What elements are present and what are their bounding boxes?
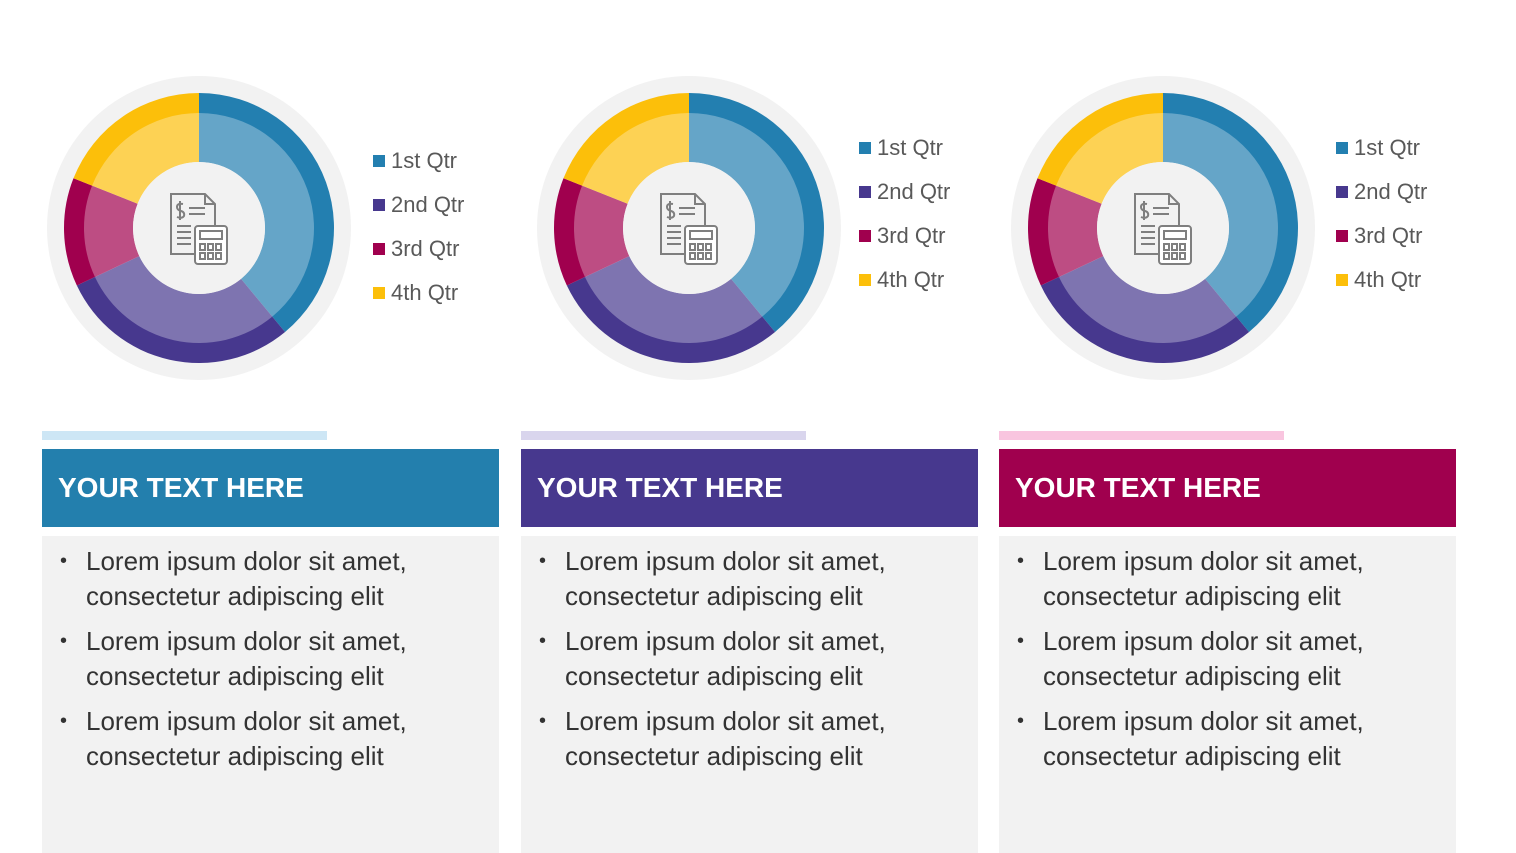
slice-inner [1048, 185, 1104, 277]
calculator-key [207, 243, 214, 251]
legend-swatch [1336, 186, 1348, 198]
bullet-item: Lorem ipsum dolor sit amet, consectetur … [539, 624, 935, 694]
panel-body: Lorem ipsum dolor sit amet, consectetur … [42, 536, 499, 853]
slice-inner [199, 113, 314, 317]
calculator-key [697, 252, 704, 260]
panel-heading: YOUR TEXT HERE [999, 449, 1456, 527]
dollar-sign [665, 201, 676, 220]
bullet-item: Lorem ipsum dolor sit amet, consectetur … [1017, 704, 1413, 774]
calculator-key [1171, 252, 1178, 260]
panel-body: Lorem ipsum dolor sit amet, consectetur … [999, 536, 1456, 853]
calculator-key [705, 252, 712, 260]
calculator-key [215, 243, 222, 251]
dollar-sign [175, 201, 186, 220]
legend-label: 1st Qtr [1354, 135, 1420, 160]
text-lines [667, 207, 695, 245]
legend-label: 2nd Qtr [1354, 179, 1427, 204]
panel-heading: YOUR TEXT HERE [521, 449, 978, 527]
slice-inner [84, 185, 140, 277]
calculator-key [215, 252, 222, 260]
legend-label: 1st Qtr [877, 135, 943, 160]
calculator-icon [170, 193, 228, 265]
legend-swatch [1336, 230, 1348, 242]
legend-swatch [373, 155, 385, 167]
panel-body: Lorem ipsum dolor sit amet, consectetur … [521, 536, 978, 853]
legend-swatch [373, 243, 385, 255]
slice-outer [553, 178, 586, 286]
legend-swatch [373, 199, 385, 211]
calculator-screen [1163, 230, 1187, 240]
dollar-sign [1139, 201, 1150, 220]
legend-label: 3rd Qtr [391, 236, 459, 261]
slice-outer [689, 93, 825, 333]
calculator-key [689, 252, 696, 260]
legend-label: 4th Qtr [877, 267, 944, 292]
slice-inner [1058, 256, 1237, 343]
calculator-key [1179, 243, 1186, 251]
charts: 1st Qtr 2nd Qtr 3rd Qtr 4th Qtr 1st Qtr 2nd Q… [47, 76, 1427, 380]
slice-outer [1163, 93, 1298, 333]
calculator-key [689, 243, 696, 251]
legend-swatch [373, 287, 385, 299]
legend-swatch [859, 230, 871, 242]
legend-label: 4th Qtr [391, 280, 458, 305]
legend-label: 4th Qtr [1354, 267, 1421, 292]
slice-inner [573, 185, 630, 277]
bullet-item: Lorem ipsum dolor sit amet, consectetur … [539, 704, 935, 774]
panel-heading: YOUR TEXT HERE [42, 449, 499, 527]
bullet-item: Lorem ipsum dolor sit amet, consectetur … [1017, 544, 1413, 614]
calculator-key [1163, 252, 1170, 260]
legend-swatch [1336, 274, 1348, 286]
slice-outer [76, 276, 286, 363]
calculator-key [199, 243, 206, 251]
text-lines [1141, 207, 1169, 245]
slice-outer [64, 178, 96, 286]
slice-outer [1028, 178, 1060, 286]
legend-label: 2nd Qtr [391, 192, 464, 217]
bullet-item: Lorem ipsum dolor sit amet, consectetur … [539, 544, 935, 614]
calculator-key [199, 252, 206, 260]
bullet-list: Lorem ipsum dolor sit amet, consectetur … [999, 544, 1413, 774]
calculator-icon [1134, 193, 1192, 265]
bullet-item: Lorem ipsum dolor sit amet, consectetur … [60, 544, 456, 614]
accent-bar [42, 431, 327, 440]
slice-inner [1163, 113, 1278, 317]
accent-bar [521, 431, 806, 440]
calculator-key [207, 252, 214, 260]
calculator-key [1163, 243, 1170, 251]
calculator-key [705, 243, 712, 251]
calculator-key [1179, 252, 1186, 260]
calculator-key [1171, 243, 1178, 251]
legend-swatch [1336, 142, 1348, 154]
legend-swatch [859, 186, 871, 198]
legend-label: 3rd Qtr [877, 223, 945, 248]
slice-outer [199, 93, 335, 333]
slice-inner [689, 113, 804, 317]
accent-bar [999, 431, 1284, 440]
legend-label: 3rd Qtr [1354, 223, 1422, 248]
bullet-item: Lorem ipsum dolor sit amet, consectetur … [1017, 624, 1413, 694]
calculator-key [697, 243, 704, 251]
slice-outer [1040, 276, 1250, 363]
legend-swatch [859, 142, 871, 154]
text-lines [177, 207, 205, 245]
bullet-item: Lorem ipsum dolor sit amet, consectetur … [60, 704, 456, 774]
slice-inner [582, 113, 689, 204]
legend-label: 2nd Qtr [877, 179, 950, 204]
slice-inner [1056, 112, 1163, 204]
legend-swatch [859, 274, 871, 286]
calculator-screen [689, 230, 713, 240]
legend-label: 1st Qtr [391, 148, 457, 173]
bullet-list: Lorem ipsum dolor sit amet, consectetur … [42, 544, 456, 774]
slice-outer [566, 276, 776, 363]
bullet-list: Lorem ipsum dolor sit amet, consectetur … [521, 544, 935, 774]
calculator-icon [660, 193, 718, 265]
bullet-item: Lorem ipsum dolor sit amet, consectetur … [60, 624, 456, 694]
calculator-screen [199, 230, 223, 240]
slice-inner [94, 256, 273, 343]
slice-inner [92, 112, 199, 204]
slice-inner [584, 256, 763, 343]
